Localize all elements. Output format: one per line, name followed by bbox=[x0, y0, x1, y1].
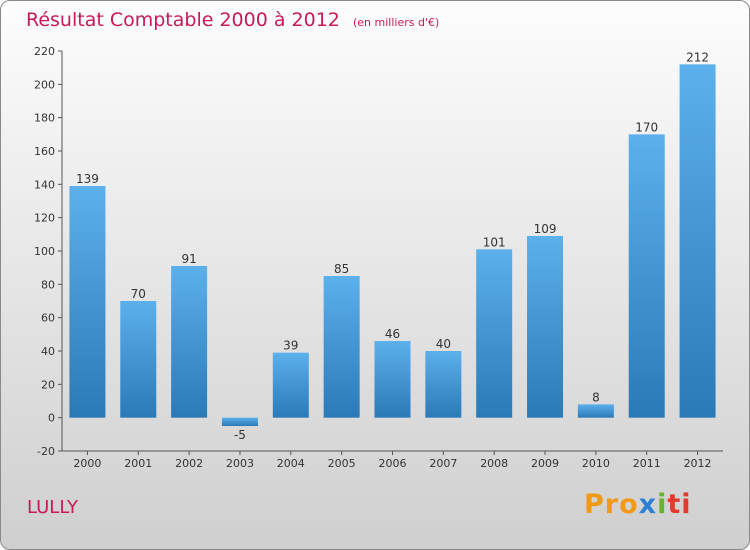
x-tick-label-2002: 2002 bbox=[175, 457, 203, 470]
x-tick-label-2010: 2010 bbox=[582, 457, 610, 470]
bar-2011 bbox=[628, 134, 665, 418]
proxiti-logo[interactable]: Proxiti bbox=[584, 489, 692, 520]
data-label-2010: 8 bbox=[592, 390, 600, 404]
x-tick-label-2004: 2004 bbox=[277, 457, 305, 470]
bar-2006 bbox=[374, 341, 411, 418]
data-label-2006: 46 bbox=[385, 327, 400, 341]
data-label-2011: 170 bbox=[635, 120, 658, 134]
data-labels: 139 70 91 -5 39 85 46 40 101 109 8 170 212 bbox=[76, 50, 709, 442]
x-tick-label-2006: 2006 bbox=[379, 457, 407, 470]
chart-subtitle: (en milliers d'€) bbox=[352, 16, 440, 29]
bar-2000 bbox=[69, 186, 106, 418]
logo-part-2: x bbox=[638, 489, 658, 520]
x-tick-label-2008: 2008 bbox=[480, 457, 508, 470]
axes: -20 0 20 40 60 80 100 120 140 160 180 200 220 2000 200… bbox=[34, 45, 723, 470]
bar-2003 bbox=[221, 417, 258, 426]
x-tick-label-2009: 2009 bbox=[531, 457, 559, 470]
bar-2005 bbox=[323, 276, 360, 418]
data-label-2005: 85 bbox=[334, 262, 349, 276]
x-tick-label-2003: 2003 bbox=[226, 457, 254, 470]
y-tick-label: 120 bbox=[34, 212, 55, 225]
bar-2001 bbox=[120, 301, 157, 418]
logo-part-3: i bbox=[657, 489, 668, 520]
bar-2012 bbox=[679, 64, 716, 418]
y-tick-label: 160 bbox=[34, 145, 55, 158]
x-tick-label-2000: 2000 bbox=[73, 457, 101, 470]
bar-2010 bbox=[577, 404, 614, 418]
bars bbox=[69, 64, 716, 426]
data-label-2002: 91 bbox=[181, 252, 196, 266]
y-tick-label: 140 bbox=[34, 178, 55, 191]
y-tick-label: 60 bbox=[41, 312, 55, 325]
x-tick-label-2012: 2012 bbox=[684, 457, 712, 470]
data-label-2012: 212 bbox=[686, 50, 709, 64]
data-label-2004: 39 bbox=[283, 339, 298, 353]
x-tick-label-2005: 2005 bbox=[328, 457, 356, 470]
bar-2004 bbox=[272, 352, 309, 418]
y-tick-label: 0 bbox=[48, 412, 55, 425]
data-label-2009: 109 bbox=[534, 222, 557, 236]
y-tick-label: 20 bbox=[41, 378, 55, 391]
data-label-2003: -5 bbox=[234, 428, 246, 442]
chart-title: Résultat Comptable 2000 à 2012 bbox=[26, 9, 340, 31]
data-label-2008: 101 bbox=[483, 235, 506, 249]
y-tick-label: -20 bbox=[37, 445, 55, 458]
data-label-2000: 139 bbox=[76, 172, 99, 186]
logo-part-4: ti bbox=[667, 489, 692, 520]
bar-2007 bbox=[425, 351, 462, 418]
x-tick-label-2001: 2001 bbox=[124, 457, 152, 470]
data-label-2007: 40 bbox=[436, 337, 451, 351]
x-tick-label-2011: 2011 bbox=[633, 457, 661, 470]
y-tick-label: 80 bbox=[41, 278, 55, 291]
y-tick-label: 100 bbox=[34, 245, 55, 258]
bar-2002 bbox=[171, 266, 208, 418]
y-tick-label: 220 bbox=[34, 45, 55, 58]
y-tick-label: 180 bbox=[34, 112, 55, 125]
commune-name: LULLY bbox=[27, 497, 78, 518]
bar-2008 bbox=[476, 249, 513, 418]
data-label-2001: 70 bbox=[131, 287, 146, 301]
logo-part-1: Pro bbox=[584, 489, 639, 520]
x-tick-label-2007: 2007 bbox=[429, 457, 457, 470]
y-tick-label: 200 bbox=[34, 78, 55, 91]
title-row: Résultat Comptable 2000 à 2012 (en milli… bbox=[26, 9, 439, 31]
bar-2009 bbox=[527, 236, 564, 418]
y-tick-label: 40 bbox=[41, 345, 55, 358]
